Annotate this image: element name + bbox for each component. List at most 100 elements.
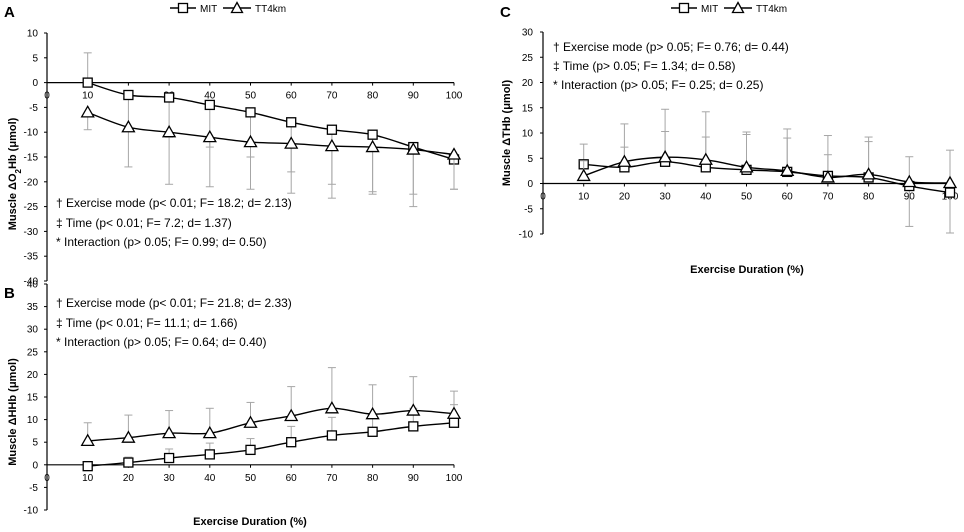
panel-label-b: B [4, 285, 15, 302]
annotation-b-time: ‡ Time (p< 0.01; F= 11.1; d= 1.66) [56, 316, 238, 330]
data-point-tt4km-a [446, 147, 462, 160]
data-point-tt4km-a [202, 129, 217, 143]
x-tick-label-c: 60 [782, 192, 794, 203]
data-point-mit-a [367, 129, 378, 140]
legend-tt4km-marker-c [731, 1, 745, 14]
x-tick-label-c: 20 [619, 192, 631, 203]
data-point-tt4km-a [243, 134, 258, 148]
y-tick-label-c: 10 [522, 129, 534, 140]
x-tick-label-b: 0 [44, 473, 50, 484]
y-tick-label-a: -30 [24, 227, 39, 238]
data-point-mit-b [123, 457, 134, 468]
plot-area-b: -10 -5 0 5 10 15 20 25 30 35 40 0 10 20 30 40 50 60 70 80 90… [24, 280, 463, 517]
legend-mit-label-c: MIT [701, 4, 718, 15]
legend-tt4km-label-c: TT4km [756, 4, 787, 15]
y-tick-label-b: 40 [27, 280, 39, 291]
x-tick-label-c: 30 [660, 192, 672, 203]
x-tick-label-c: 70 [822, 192, 834, 203]
x-tick-label-b: 40 [204, 473, 216, 484]
x-tick-label-b: 70 [326, 473, 338, 484]
data-point-mit-b [408, 421, 419, 432]
legend-mit-label-ab: MIT [200, 4, 217, 15]
data-point-tt4km-b [324, 400, 340, 414]
plot-area-c: -10-50510152025300102030405060708090100 [519, 28, 959, 241]
y-tick-label-a: -15 [24, 153, 39, 164]
y-tick-label-a: 5 [32, 53, 38, 64]
data-point-mit-a [286, 117, 297, 128]
y-axis-label-c: Muscle ΔTHb (μmol) [501, 80, 513, 187]
data-point-mit-a [245, 107, 256, 118]
annotation-a-time: ‡ Time (p< 0.01; F= 7.2; d= 1.37) [56, 216, 232, 230]
y-axis-label-a-part2: Hb (μmol) [7, 117, 19, 169]
chart-panel-a: A Muscle ΔO2Hb (μmol) -40 -35 -30 -25 -20 -15… [4, 4, 463, 288]
data-point-tt4km-b [202, 425, 217, 439]
data-point-mit-b [286, 437, 297, 448]
y-axis-label-b: Muscle ΔHHb (μmol) [7, 358, 19, 466]
x-tick-label-b: 100 [446, 473, 463, 484]
x-tick-label-b: 50 [245, 473, 257, 484]
y-tick-label-c: -5 [524, 204, 533, 215]
data-point-tt4km-b [243, 415, 258, 428]
data-point-tt4km-c [617, 154, 632, 167]
data-point-tt4km-a [365, 139, 380, 153]
annotation-c-interaction: * Interaction (p> 0.05; F= 0.25; d= 0.25… [553, 78, 763, 92]
y-tick-label-a: 0 [32, 78, 38, 89]
annotation-b-interaction: * Interaction (p> 0.05; F= 0.64; d= 0.40… [56, 335, 266, 349]
data-point-mit-b [163, 452, 175, 464]
y-tick-label-b: 25 [27, 347, 39, 358]
panel-label-a: A [4, 4, 15, 21]
legend-mit-marker-ab [177, 2, 189, 14]
x-tick-label-b: 20 [123, 473, 135, 484]
annotation-c-time: ‡ Time (p> 0.05; F= 1.34; d= 0.58) [553, 59, 735, 73]
y-axis-label-a-part1: Muscle ΔO [7, 173, 19, 230]
x-tick-label-c: 0 [540, 192, 546, 203]
y-tick-label-b: 15 [27, 393, 39, 404]
data-point-tt4km-a [161, 124, 177, 138]
series-line-mit-c [583, 161, 951, 194]
x-tick-label-b: 90 [408, 473, 420, 484]
data-point-tt4km-b [284, 408, 299, 422]
x-tick-label-a: 90 [408, 91, 420, 102]
series-line-tt4km-a [87, 111, 455, 156]
data-point-tt4km-a [324, 138, 340, 152]
y-tick-label-a: 10 [27, 29, 39, 40]
y-tick-label-a: -5 [29, 103, 38, 114]
legend-tt4km-marker-ab [230, 1, 244, 14]
data-point-tt4km-a [406, 142, 421, 155]
x-tick-label-b: 60 [286, 473, 298, 484]
data-point-mit-b [82, 461, 93, 472]
chart-panel-b: B Muscle ΔHHb (μmol) -10 -5 0 5 10 15 20 25 30 35… [4, 280, 463, 529]
data-point-tt4km-b [121, 430, 136, 443]
y-tick-label-a: -10 [24, 128, 39, 139]
data-point-tt4km-b [406, 403, 421, 416]
y-tick-label-b: 35 [27, 302, 39, 313]
data-point-tt4km-b [80, 433, 95, 446]
data-point-mit-b [448, 417, 460, 428]
data-point-tt4km-c [698, 152, 713, 165]
y-tick-label-c: 5 [527, 154, 533, 165]
y-tick-label-b: -10 [24, 506, 39, 517]
data-point-mit-a [326, 124, 338, 135]
data-point-mit-a [163, 92, 175, 103]
y-tick-label-b: 20 [27, 370, 39, 381]
x-tick-label-a: 40 [204, 91, 216, 102]
annotation-c-exercise-mode: † Exercise mode (p> 0.05; F= 0.76; d= 0.… [553, 40, 789, 54]
data-point-tt4km-b [446, 406, 462, 419]
y-tick-label-b: 0 [32, 460, 38, 471]
data-point-tt4km-a [284, 136, 299, 149]
x-tick-label-a: 60 [286, 91, 298, 102]
y-tick-label-a: -35 [24, 252, 39, 263]
data-point-tt4km-c [942, 175, 958, 189]
x-tick-label-c: 80 [863, 192, 875, 203]
data-point-mit-a [82, 77, 93, 88]
data-point-mit-a [123, 89, 134, 101]
x-tick-label-a: 0 [44, 91, 50, 102]
legend-ab: MIT TT4km [170, 1, 286, 15]
data-point-tt4km-c [780, 163, 795, 177]
x-tick-label-b: 80 [367, 473, 379, 484]
y-tick-label-c: -10 [519, 230, 534, 241]
x-tick-label-c: 50 [741, 192, 753, 203]
x-tick-label-b: 30 [164, 473, 176, 484]
y-tick-label-b: 10 [27, 415, 39, 426]
